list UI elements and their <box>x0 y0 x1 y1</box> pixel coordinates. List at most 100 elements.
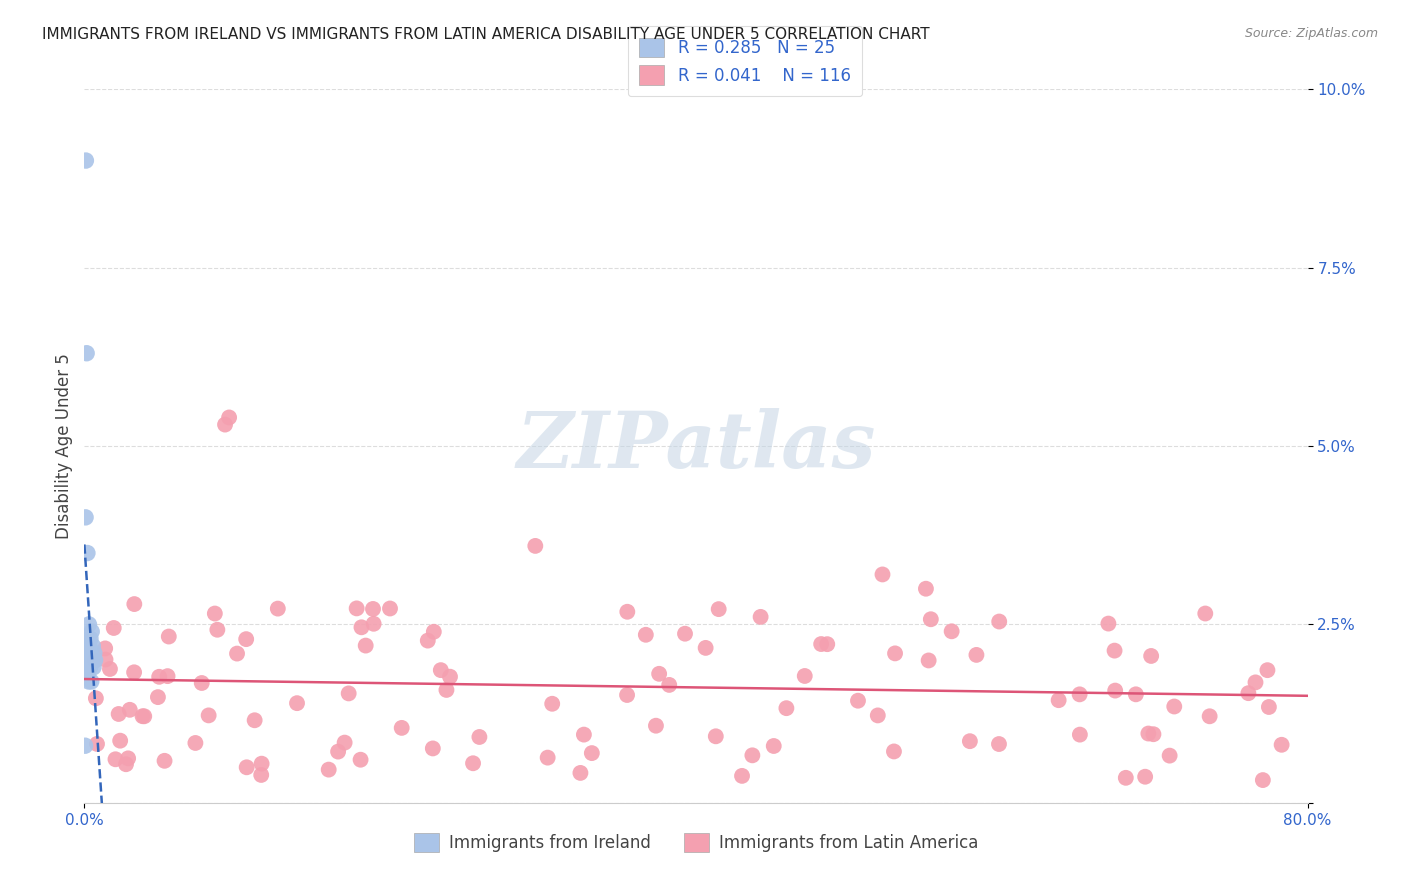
Point <box>1159 748 1181 763</box>
Point <box>430 663 453 677</box>
Point <box>108 733 131 747</box>
Point <box>104 752 127 766</box>
Point <box>810 637 832 651</box>
Point <box>77 667 100 681</box>
Point <box>83 646 105 660</box>
Point <box>704 729 727 743</box>
Point <box>84 653 107 667</box>
Point <box>75 639 97 653</box>
Point <box>775 701 797 715</box>
Point <box>349 753 371 767</box>
Point <box>941 624 963 639</box>
Point <box>1237 686 1260 700</box>
Point <box>118 703 141 717</box>
Point <box>190 676 212 690</box>
Point <box>204 607 226 621</box>
Point <box>793 669 815 683</box>
Point <box>422 741 444 756</box>
Point <box>122 665 145 680</box>
Point <box>148 670 170 684</box>
Point <box>883 744 905 758</box>
Point <box>79 653 101 667</box>
Point <box>94 641 117 656</box>
Point <box>1097 616 1119 631</box>
Point <box>1163 699 1185 714</box>
Point <box>77 674 100 689</box>
Point <box>83 653 105 667</box>
Point <box>569 765 592 780</box>
Point <box>707 602 730 616</box>
Point <box>1104 643 1126 657</box>
Point <box>250 756 273 771</box>
Point <box>1198 709 1220 723</box>
Point <box>153 754 176 768</box>
Point <box>1244 675 1267 690</box>
Point <box>1194 607 1216 621</box>
Point <box>872 567 894 582</box>
Text: IMMIGRANTS FROM IRELAND VS IMMIGRANTS FROM LATIN AMERICA DISABILITY AGE UNDER 5 : IMMIGRANTS FROM IRELAND VS IMMIGRANTS FR… <box>42 27 929 42</box>
Point <box>124 597 146 611</box>
Text: ZIPatlas: ZIPatlas <box>516 408 876 484</box>
Point <box>920 612 942 626</box>
Point <box>80 646 103 660</box>
Point <box>267 601 290 615</box>
Point <box>76 632 98 646</box>
Point <box>695 640 717 655</box>
Point <box>1069 728 1091 742</box>
Legend: Immigrants from Ireland, Immigrants from Latin America: Immigrants from Ireland, Immigrants from… <box>406 826 986 859</box>
Point <box>76 660 98 674</box>
Point <box>762 739 785 753</box>
Point <box>439 670 461 684</box>
Point <box>350 620 373 634</box>
Point <box>77 639 100 653</box>
Point <box>537 750 560 764</box>
Text: Source: ZipAtlas.com: Source: ZipAtlas.com <box>1244 27 1378 40</box>
Point <box>333 736 356 750</box>
Point <box>94 652 117 666</box>
Point <box>80 674 103 689</box>
Point <box>134 709 156 723</box>
Point <box>86 737 108 751</box>
Point <box>1133 770 1156 784</box>
Point <box>581 746 603 760</box>
Point <box>107 706 129 721</box>
Point <box>76 546 98 560</box>
Point <box>326 745 349 759</box>
Point <box>1142 727 1164 741</box>
Point <box>915 582 938 596</box>
Point <box>285 696 308 710</box>
Point <box>988 737 1011 751</box>
Point <box>524 539 547 553</box>
Point <box>214 417 236 432</box>
Point <box>82 639 104 653</box>
Point <box>1251 773 1274 788</box>
Point <box>846 694 869 708</box>
Y-axis label: Disability Age Under 5: Disability Age Under 5 <box>55 353 73 539</box>
Point <box>634 628 657 642</box>
Point <box>250 768 273 782</box>
Point <box>416 633 439 648</box>
Point <box>815 637 838 651</box>
Point <box>658 678 681 692</box>
Point <box>76 653 98 667</box>
Point <box>218 410 240 425</box>
Point <box>80 653 103 667</box>
Point <box>1271 738 1294 752</box>
Point <box>354 639 377 653</box>
Point <box>318 763 340 777</box>
Point <box>184 736 207 750</box>
Point <box>156 669 179 683</box>
Point <box>378 601 401 615</box>
Point <box>75 739 97 753</box>
Point <box>80 624 103 639</box>
Point <box>84 691 107 706</box>
Point <box>1125 687 1147 701</box>
Point <box>645 719 668 733</box>
Point <box>741 748 763 763</box>
Point <box>115 757 138 772</box>
Point <box>103 621 125 635</box>
Point <box>363 616 385 631</box>
Point <box>461 756 484 771</box>
Point <box>959 734 981 748</box>
Point <box>965 648 987 662</box>
